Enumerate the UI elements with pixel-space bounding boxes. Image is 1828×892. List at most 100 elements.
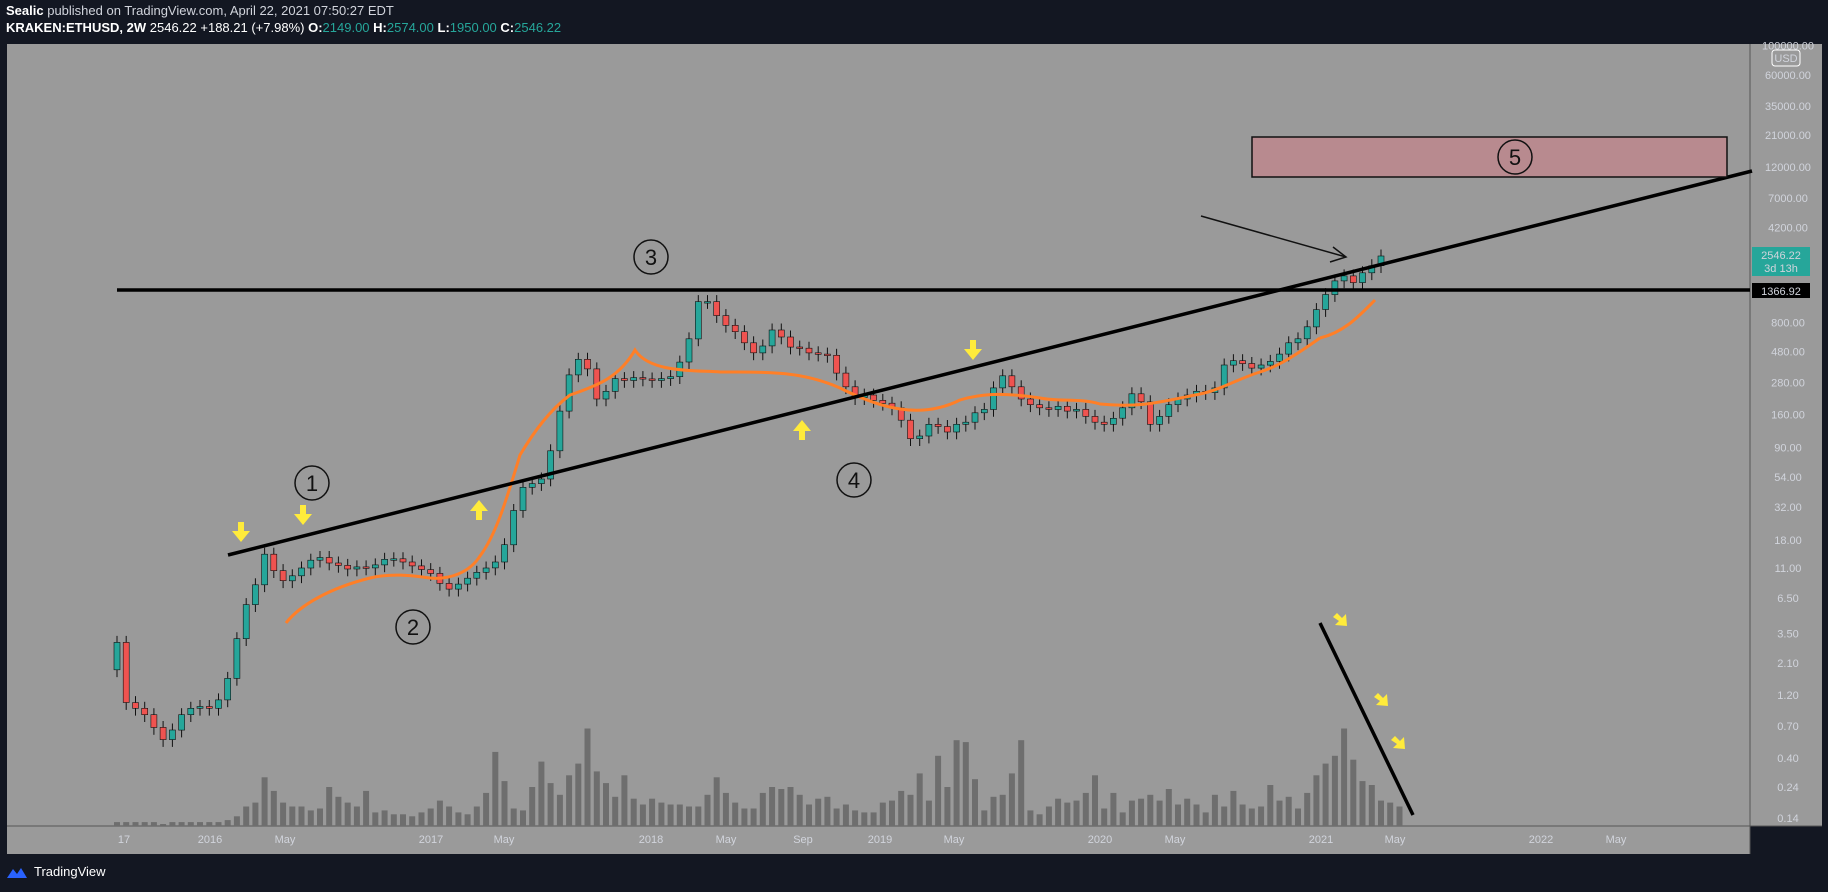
- candle-body: [150, 714, 158, 728]
- candle-body: [1220, 364, 1228, 389]
- y-tick-label: 90.00: [1774, 443, 1802, 455]
- candle-body: [261, 553, 268, 586]
- volume-bar: [501, 781, 508, 826]
- volume-bar: [529, 787, 536, 826]
- volume-bar: [630, 798, 637, 826]
- volume-bar: [446, 806, 453, 826]
- volume-bar: [1211, 794, 1218, 826]
- volume-bar: [1295, 808, 1301, 827]
- candle-body: [270, 553, 278, 572]
- volume-bar: [556, 794, 563, 826]
- volume-bar: [1092, 775, 1098, 826]
- y-tick-label: 54.00: [1774, 472, 1802, 484]
- candle-body: [519, 486, 527, 511]
- candle-body: [288, 575, 296, 582]
- ascending-trendline[interactable]: [227, 169, 1753, 557]
- y-axis-ticks: 100000.00 60000.00 35000.00 21000.00 12000.0…: [1762, 41, 1814, 825]
- volume-bar: [353, 806, 360, 826]
- volume-bar: [400, 814, 406, 826]
- volume-bar: [732, 802, 739, 826]
- candle-body: [1331, 280, 1339, 295]
- price-axis[interactable]: [1750, 44, 1822, 826]
- candle-body: [667, 376, 674, 379]
- y-tick-label: 0.70: [1777, 721, 1798, 733]
- x-tick-label: May: [1385, 834, 1406, 846]
- arrow-diag-icon: [1391, 736, 1405, 749]
- candle-body: [602, 390, 610, 400]
- volume-bar: [815, 798, 822, 826]
- candle-body: [1267, 361, 1274, 366]
- volume-bar: [1368, 785, 1375, 826]
- candle-body: [113, 642, 121, 671]
- volume-bar: [1331, 755, 1338, 826]
- volume-bar: [215, 822, 222, 826]
- volume-bar: [132, 822, 139, 826]
- symbol-legend: KRAKEN:ETHUSD, 2W 2546.22 +188.21 (+7.98…: [6, 20, 561, 35]
- currency-label: USD: [1774, 53, 1797, 65]
- candle-body: [1082, 409, 1090, 417]
- candle-body: [648, 378, 656, 381]
- candle-body: [1073, 409, 1080, 412]
- volume-bar: [1027, 810, 1034, 826]
- y-tick-label: 280.00: [1771, 378, 1805, 390]
- volume-bar: [224, 820, 231, 826]
- currency-badge[interactable]: [1771, 49, 1801, 67]
- svg-text:4: 4: [848, 468, 860, 493]
- volume-bar: [233, 816, 240, 827]
- footer-branding[interactable]: TradingView: [6, 864, 106, 879]
- author-name[interactable]: Sealic: [6, 3, 44, 18]
- volume-bar: [898, 790, 905, 826]
- svg-text:2: 2: [407, 615, 419, 640]
- time-axis[interactable]: [7, 826, 1750, 854]
- volume-bar: [261, 777, 268, 827]
- volume-bar: [390, 814, 397, 826]
- high-label: H:: [373, 20, 387, 35]
- symbol-name[interactable]: KRAKEN:ETHUSD, 2W: [6, 20, 147, 35]
- moving-average-line: [284, 336, 1321, 624]
- publisher-line: Sealic published on TradingView.com, Apr…: [6, 3, 394, 18]
- candle-body: [1340, 275, 1348, 282]
- candle-body: [122, 642, 130, 703]
- volume-bar: [787, 787, 794, 826]
- volume-trendline[interactable]: [1318, 622, 1415, 816]
- candle-body: [925, 423, 933, 437]
- open-value: 2149.00: [322, 20, 370, 35]
- volume-bar: [1055, 798, 1062, 826]
- target-zone-box[interactable]: [1251, 136, 1728, 178]
- y-tick-label: 12000.00: [1765, 162, 1811, 174]
- candle-body: [658, 378, 665, 381]
- wave-label-5: 5: [1497, 139, 1533, 175]
- volume-bar: [280, 802, 287, 826]
- volume-bar: [298, 806, 305, 826]
- volume-bar: [1267, 785, 1274, 826]
- candle-body: [1027, 398, 1034, 405]
- candle-body: [980, 409, 988, 414]
- candle-body: [132, 702, 139, 709]
- volume-bar: [169, 822, 176, 826]
- wave-label-1: 1: [294, 465, 330, 501]
- candle-body: [279, 570, 287, 581]
- candle-body: [445, 583, 453, 590]
- volume-bar: [464, 814, 471, 826]
- candle-body: [418, 565, 425, 570]
- volume-bar: [925, 800, 932, 826]
- volume-bar: [1387, 802, 1394, 826]
- candle-body: [805, 347, 813, 354]
- volume-bar: [1258, 806, 1265, 826]
- volume-bar: [270, 790, 277, 826]
- candle-body: [971, 412, 979, 423]
- candle-body: [1137, 393, 1145, 403]
- y-tick-label: 32.00: [1774, 502, 1802, 514]
- candle-body: [824, 353, 831, 356]
- volume-bar: [1073, 800, 1080, 826]
- candle-body: [1119, 407, 1126, 419]
- candle-body: [842, 372, 850, 388]
- wave-label-2: 2: [395, 609, 431, 645]
- volume-bar: [1221, 806, 1228, 826]
- candle-body: [501, 544, 508, 563]
- candle-body: [999, 375, 1007, 389]
- volume-bar: [335, 796, 342, 827]
- volume-bar: [1036, 814, 1043, 826]
- volume-bar: [1350, 759, 1357, 826]
